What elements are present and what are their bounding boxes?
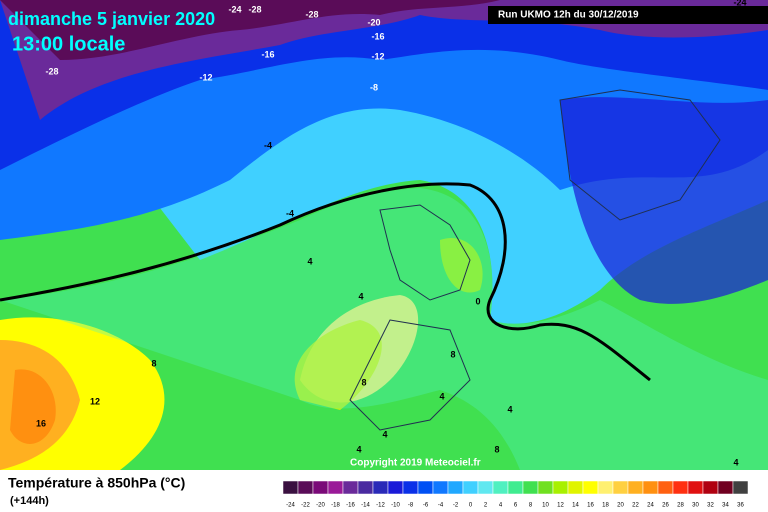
contour-label: -28 bbox=[248, 4, 261, 14]
legend-label: -6 bbox=[423, 503, 429, 509]
legend-swatch bbox=[642, 480, 659, 495]
legend-swatch bbox=[582, 480, 599, 495]
temperature-field bbox=[0, 0, 768, 470]
contour-label: -28 bbox=[45, 66, 58, 76]
contour-label: -20 bbox=[367, 17, 380, 27]
legend-label: -24 bbox=[286, 503, 295, 509]
legend-label: 28 bbox=[677, 503, 684, 509]
contour-label: 4 bbox=[507, 404, 512, 414]
legend-label: -10 bbox=[391, 503, 400, 509]
legend-swatch bbox=[417, 480, 434, 495]
legend-swatch bbox=[312, 480, 329, 495]
legend-swatch bbox=[492, 480, 509, 495]
contour-label: -24 bbox=[733, 0, 746, 7]
legend-label: -8 bbox=[408, 503, 414, 509]
legend-label: 8 bbox=[529, 503, 533, 509]
legend-label: 10 bbox=[542, 503, 549, 509]
legend-label: 34 bbox=[722, 503, 729, 509]
contour-label: 4 bbox=[382, 429, 387, 439]
legend-label: -4 bbox=[438, 503, 444, 509]
legend-swatch bbox=[342, 480, 359, 495]
legend-swatch bbox=[657, 480, 674, 495]
contour-label: -24 bbox=[228, 4, 241, 14]
legend-label: -18 bbox=[331, 503, 340, 509]
contour-label: -4 bbox=[264, 140, 272, 150]
legend-swatch bbox=[477, 480, 494, 495]
legend-swatch bbox=[507, 480, 524, 495]
run-label: Run UKMO 12h du 30/12/2019 bbox=[498, 10, 639, 21]
contour-label: 4 bbox=[356, 444, 361, 454]
contour-label: 12 bbox=[90, 396, 100, 406]
legend-label: 20 bbox=[617, 503, 624, 509]
contour-label: -8 bbox=[370, 82, 378, 92]
legend-label: 14 bbox=[572, 503, 579, 509]
legend-swatch bbox=[732, 480, 749, 495]
time-label: 13:00 locale bbox=[12, 33, 125, 55]
contour-label: 16 bbox=[36, 418, 46, 428]
legend-swatch bbox=[537, 480, 554, 495]
legend-swatch bbox=[687, 480, 704, 495]
contour-label: -4 bbox=[286, 208, 294, 218]
contour-label: 8 bbox=[151, 358, 156, 368]
run-box bbox=[488, 6, 768, 24]
legend-swatch bbox=[282, 480, 299, 495]
contour-label: -16 bbox=[371, 31, 384, 41]
legend-swatch bbox=[612, 480, 629, 495]
legend-swatch bbox=[627, 480, 644, 495]
legend-label: 0 bbox=[469, 503, 473, 509]
contour-label: -16 bbox=[261, 49, 274, 59]
legend-label: -16 bbox=[346, 503, 355, 509]
contour-label: -12 bbox=[371, 51, 384, 61]
contour-label: 4 bbox=[733, 457, 738, 467]
legend-label: 30 bbox=[692, 503, 699, 509]
legend-swatch bbox=[597, 480, 614, 495]
legend-swatch bbox=[447, 480, 464, 495]
legend-label: 16 bbox=[587, 503, 594, 509]
legend-label: -12 bbox=[376, 503, 385, 509]
legend-label: 2 bbox=[484, 503, 488, 509]
legend-label: 26 bbox=[662, 503, 669, 509]
contour-label: 4 bbox=[358, 291, 363, 301]
contour-label: 8 bbox=[450, 349, 455, 359]
copyright: Copyright 2019 Meteociel.fr bbox=[350, 458, 481, 469]
contour-label: 4 bbox=[439, 391, 444, 401]
date-label: dimanche 5 janvier 2020 bbox=[8, 9, 215, 29]
lead-time: (+144h) bbox=[10, 495, 49, 507]
legend-label: -20 bbox=[316, 503, 325, 509]
legend-label: 12 bbox=[557, 503, 564, 509]
legend-swatch bbox=[387, 480, 404, 495]
legend-label: 18 bbox=[602, 503, 609, 509]
legend-swatch bbox=[327, 480, 344, 495]
legend-label: -14 bbox=[361, 503, 370, 509]
legend-swatch bbox=[702, 480, 719, 495]
legend-label: 36 bbox=[737, 503, 744, 509]
legend-swatch bbox=[717, 480, 734, 495]
contour-label: 0 bbox=[475, 296, 480, 306]
legend-swatch bbox=[432, 480, 449, 495]
legend-swatch bbox=[522, 480, 539, 495]
legend-label: 24 bbox=[647, 503, 654, 509]
contour-label: 4 bbox=[307, 256, 312, 266]
legend-swatch bbox=[462, 480, 479, 495]
contour-label: -12 bbox=[199, 72, 212, 82]
legend-swatch bbox=[567, 480, 584, 495]
legend-label: 32 bbox=[707, 503, 714, 509]
legend-label: 22 bbox=[632, 503, 639, 509]
contour-label: -28 bbox=[305, 9, 318, 19]
legend-swatch bbox=[402, 480, 419, 495]
legend-label: -22 bbox=[301, 503, 310, 509]
legend-swatch bbox=[372, 480, 389, 495]
legend-swatch bbox=[552, 480, 569, 495]
legend-label: -2 bbox=[453, 503, 459, 509]
footer-title: Température à 850hPa (°C) bbox=[8, 475, 185, 491]
legend-label: 6 bbox=[514, 503, 518, 509]
legend-label: 4 bbox=[499, 503, 503, 509]
contour-label: 8 bbox=[361, 377, 366, 387]
legend-swatch bbox=[672, 480, 689, 495]
legend-swatch bbox=[297, 480, 314, 495]
legend-swatch bbox=[357, 480, 374, 495]
contour-label: 8 bbox=[494, 444, 499, 454]
